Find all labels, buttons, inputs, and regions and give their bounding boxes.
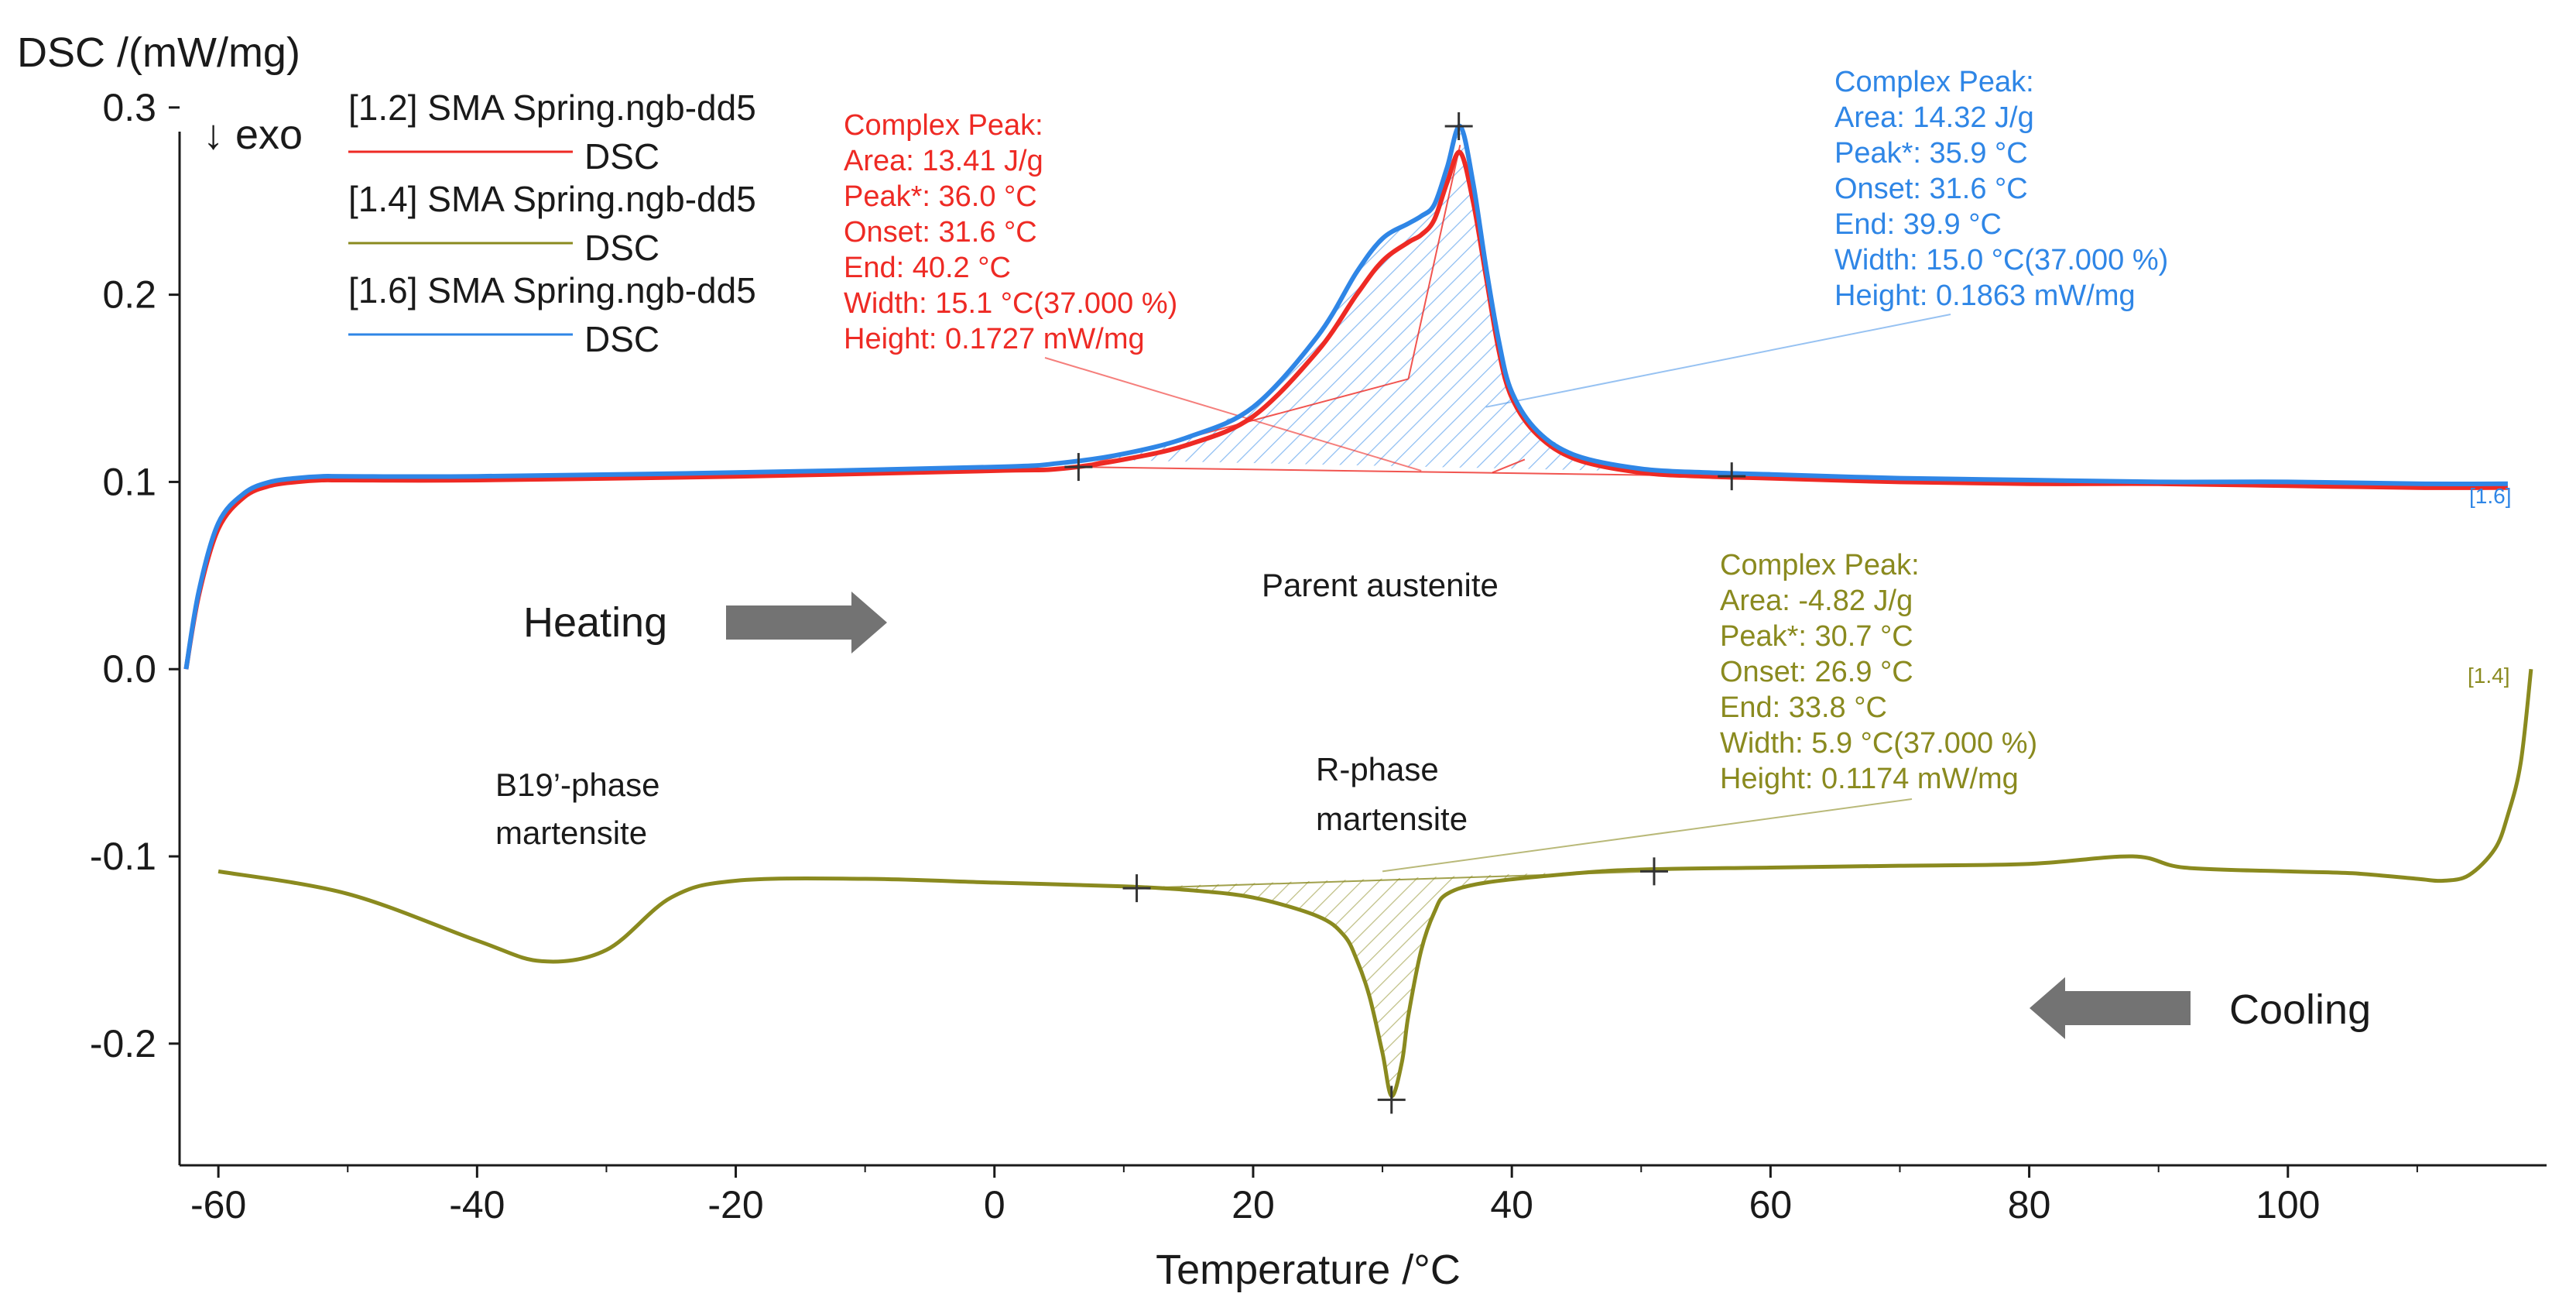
y-tick-label: 0.0 <box>102 647 156 691</box>
anno-blue-line-3: Onset: 31.6 °C <box>1834 173 2028 205</box>
note-r-line2: martensite <box>1316 801 1468 837</box>
x-tick-label: -20 <box>707 1183 763 1226</box>
anno-red-line-6: Height: 0.1727 mW/mg <box>844 323 1145 355</box>
anno-olive-line-2: Peak*: 30.7 °C <box>1720 620 1913 653</box>
anno-red-line-0: Complex Peak: <box>844 109 1043 142</box>
peak-marker <box>1444 111 1473 140</box>
olive-leader-line <box>1382 798 1913 873</box>
curve-tag-1-4: [1.4] <box>2468 664 2509 688</box>
anno-olive-line-0: Complex Peak: <box>1720 549 1920 581</box>
legend-file-2: [1.4] SMA Spring.ngb-dd5 <box>348 179 756 219</box>
peak-marker <box>1064 453 1093 482</box>
annotation-blue: Complex Peak: Area: 14.32 J/g Peak*: 35.… <box>1834 66 2168 312</box>
peak-marker <box>1122 874 1151 903</box>
x-tick-label: 20 <box>1231 1183 1275 1226</box>
anno-olive-line-5: Width: 5.9 °C(37.000 %) <box>1720 727 2037 760</box>
blue-leader-line <box>1485 314 1951 408</box>
anno-olive-line-4: End: 33.8 °C <box>1720 691 1887 724</box>
y-axis-title: DSC /(mW/mg) <box>17 29 300 76</box>
anno-blue-line-2: Peak*: 35.9 °C <box>1834 137 2028 170</box>
y-tick-label: -0.2 <box>90 1022 156 1065</box>
x-tick-label: -60 <box>190 1183 246 1226</box>
legend-label-1: DSC <box>584 136 659 177</box>
x-tick-label: 60 <box>1749 1183 1793 1226</box>
heating-arrow-icon <box>726 592 887 654</box>
anno-red-line-5: Width: 15.1 °C(37.000 %) <box>844 287 1177 320</box>
red-construction-line <box>1492 458 1526 474</box>
anno-blue-line-5: Width: 15.0 °C(37.000 %) <box>1834 244 2168 276</box>
x-axis-title: Temperature /°C <box>1156 1247 1461 1293</box>
x-tick-label: -40 <box>449 1183 505 1226</box>
peak-markers <box>1064 111 1746 1114</box>
annotation-red: Complex Peak: Area: 13.41 J/g Peak*: 36.… <box>844 109 1177 355</box>
note-r-line1: R-phase <box>1316 751 1439 787</box>
red-baseline <box>1078 466 1732 478</box>
anno-blue-line-0: Complex Peak: <box>1834 66 2034 98</box>
note-b19-line1: B19’-phase <box>495 767 659 803</box>
x-axis-ticks: -60 -40 -20 0 20 40 60 80 100 <box>190 1165 2418 1226</box>
x-tick-label: 40 <box>1490 1183 1533 1226</box>
anno-red-line-1: Area: 13.41 J/g <box>844 145 1043 177</box>
annotation-leader-lines <box>1044 314 1951 873</box>
curve-tag-1-6: [1.6] <box>2469 484 2511 508</box>
anno-red-line-2: Peak*: 36.0 °C <box>844 180 1037 213</box>
olive-peak-area <box>1136 869 1654 1087</box>
series-line-2 <box>183 123 2508 670</box>
anno-red-line-4: End: 40.2 °C <box>844 252 1011 284</box>
peak-marker <box>1377 1086 1406 1114</box>
anno-blue-line-6: Height: 0.1863 mW/mg <box>1834 280 2136 312</box>
y-tick-label: 0.3 <box>102 86 156 129</box>
annotation-olive: Complex Peak: Area: -4.82 J/g Peak*: 30.… <box>1720 549 2037 795</box>
red-leader-line <box>1044 357 1422 472</box>
note-parent-austenite: Parent austenite <box>1262 567 1499 603</box>
anno-olive-line-3: Onset: 26.9 °C <box>1720 656 1913 688</box>
y-tick-label: 0.2 <box>102 273 156 317</box>
red-construction-line <box>1407 144 1461 379</box>
cooling-arrow-icon <box>2030 977 2191 1039</box>
note-heating: Heating <box>523 599 667 646</box>
legend-file-3: [1.6] SMA Spring.ngb-dd5 <box>348 270 756 310</box>
series-line-3 <box>218 668 2533 1099</box>
x-tick-label: 100 <box>2256 1183 2320 1226</box>
blue-peak-area <box>1084 125 1732 474</box>
exo-label: ↓ exo <box>203 111 303 158</box>
anno-olive-line-1: Area: -4.82 J/g <box>1720 585 1913 617</box>
note-cooling: Cooling <box>2229 986 2371 1033</box>
dsc-curves <box>183 123 2533 1099</box>
note-b19-line2: martensite <box>495 815 647 851</box>
y-tick-label: 0.1 <box>102 460 156 503</box>
x-tick-label: 0 <box>984 1183 1005 1226</box>
anno-blue-line-1: Area: 14.32 J/g <box>1834 101 2034 134</box>
anno-red-line-3: Onset: 31.6 °C <box>844 216 1037 249</box>
x-tick-label: 80 <box>2008 1183 2051 1226</box>
legend-label-3: DSC <box>584 319 659 359</box>
y-tick-label: -0.1 <box>90 835 156 878</box>
legend-label-2: DSC <box>584 228 659 268</box>
legend: [1.2] SMA Spring.ngb-dd5 DSC [1.4] SMA S… <box>348 87 756 359</box>
y-axis-ticks: 0.3 0.2 0.1 0.0 -0.1 -0.2 <box>90 86 180 1065</box>
series-line-1 <box>183 149 2508 670</box>
anno-blue-line-4: End: 39.9 °C <box>1834 208 2002 241</box>
peak-marker <box>1639 857 1668 886</box>
peak-marker <box>1718 462 1746 491</box>
legend-file-1: [1.2] SMA Spring.ngb-dd5 <box>348 87 756 128</box>
peak-area-fills <box>1078 125 1732 1087</box>
anno-olive-line-6: Height: 0.1174 mW/mg <box>1720 763 2019 795</box>
